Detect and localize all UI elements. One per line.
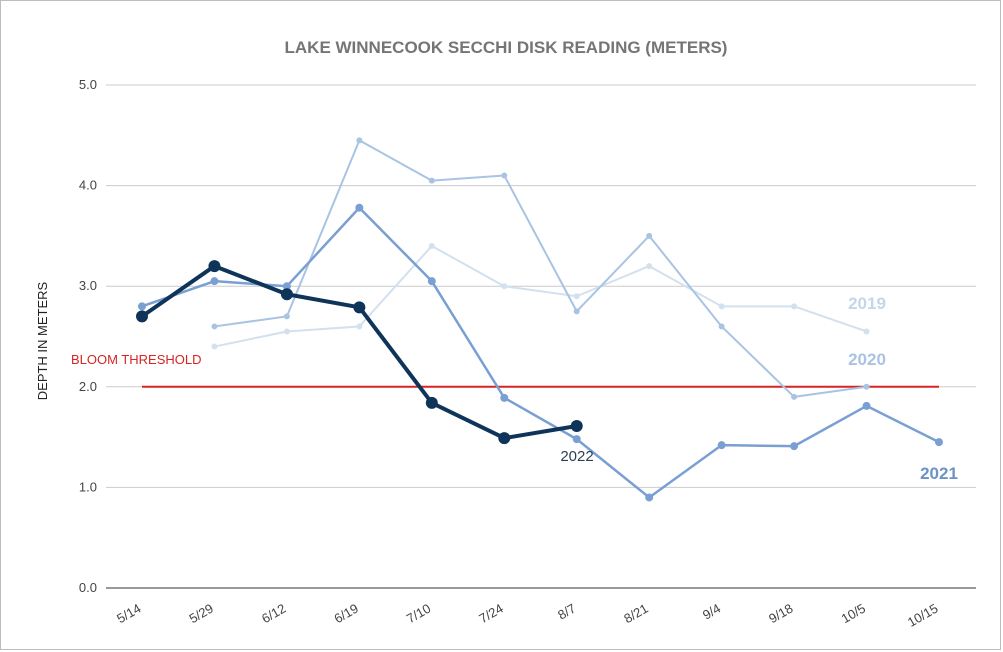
- series-label-2019: 2019: [848, 294, 886, 313]
- data-point-2022: [425, 396, 438, 409]
- x-tick-label: 9/18: [766, 601, 795, 627]
- x-tick-label: 10/5: [839, 601, 868, 627]
- data-point-2019: [356, 323, 363, 330]
- data-point-2021: [210, 277, 219, 286]
- data-point-2020: [573, 308, 580, 315]
- data-point-2022: [280, 288, 293, 301]
- data-point-2020: [791, 393, 798, 400]
- y-tick-label: 1.0: [79, 479, 97, 494]
- data-point-2021: [138, 302, 146, 311]
- data-point-2019: [646, 263, 653, 270]
- y-tick-label: 2.0: [79, 379, 97, 394]
- x-axis-ticks: 5/14 5/29 6/12 6/19 7/10 7/24 8/7 8/21 9/4 9/18 10…: [114, 601, 940, 630]
- series-group: [136, 137, 943, 502]
- data-point-2021: [427, 277, 436, 286]
- data-point-2020: [718, 323, 725, 330]
- data-point-2019: [718, 303, 725, 310]
- data-point-2021: [645, 493, 654, 502]
- x-tick-label: 7/24: [476, 601, 505, 627]
- x-tick-label: 10/15: [905, 601, 941, 630]
- series-line-2021: [140, 206, 941, 499]
- series-label-2022: 2022: [560, 448, 593, 465]
- y-axis-label: DEPTH IN METERS: [35, 281, 50, 400]
- data-point-2019: [283, 328, 290, 335]
- data-point-2020: [283, 313, 290, 320]
- data-point-2022: [498, 432, 511, 445]
- data-point-2021: [282, 282, 291, 291]
- x-tick-label: 8/7: [555, 601, 578, 623]
- y-axis-ticks: 0.0 1.0 2.0 3.0 4.0 5.0: [79, 77, 97, 595]
- data-point-2019: [863, 328, 870, 335]
- data-point-2019: [573, 293, 580, 300]
- data-point-2020: [501, 172, 508, 179]
- gridlines: [106, 84, 976, 589]
- data-point-2021: [935, 438, 943, 447]
- x-tick-label: 5/14: [114, 601, 143, 627]
- bloom-threshold: BLOOM THRESHOLD: [71, 352, 939, 388]
- chart-title: LAKE WINNECOOK SECCHI DISK READING (METE…: [285, 38, 728, 57]
- x-tick-label: 6/19: [331, 601, 360, 627]
- data-point-2020: [646, 232, 653, 239]
- series-line-2019: [213, 244, 868, 348]
- data-point-2019: [428, 242, 435, 249]
- data-point-2019: [501, 283, 508, 290]
- y-tick-label: 4.0: [79, 178, 97, 193]
- x-tick-label: 7/10: [404, 601, 433, 627]
- data-point-2021: [572, 435, 581, 444]
- series-label-2021: 2021: [920, 464, 958, 483]
- data-point-2022: [136, 310, 148, 323]
- data-point-2020: [428, 177, 435, 184]
- x-tick-label: 5/29: [187, 601, 216, 627]
- data-point-2021: [790, 442, 799, 451]
- data-point-2022: [208, 260, 221, 273]
- data-point-2019: [791, 303, 798, 310]
- data-point-2021: [355, 203, 364, 212]
- series-2021: [138, 203, 943, 502]
- data-point-2019: [211, 343, 218, 350]
- series-line-2020: [213, 139, 868, 398]
- data-point-2020: [211, 323, 218, 330]
- series-2020: [211, 137, 870, 400]
- series-labels: 2019 2020 2021 2022: [560, 294, 958, 483]
- x-tick-label: 9/4: [700, 601, 723, 623]
- series-line-2022: [140, 264, 579, 441]
- y-tick-label: 3.0: [79, 278, 97, 293]
- data-point-2022: [353, 301, 366, 314]
- x-tick-label: 6/12: [259, 601, 288, 627]
- series-2022: [136, 260, 583, 445]
- series-2019: [211, 242, 870, 350]
- data-point-2021: [500, 393, 509, 402]
- data-point-2021: [862, 401, 871, 410]
- data-point-2020: [356, 137, 363, 144]
- x-tick-label: 8/21: [621, 601, 650, 627]
- data-point-2022: [570, 420, 583, 433]
- series-label-2020: 2020: [848, 350, 886, 369]
- data-point-2020: [863, 383, 870, 390]
- threshold-label: BLOOM THRESHOLD: [71, 352, 202, 367]
- data-point-2021: [717, 441, 726, 450]
- y-tick-label: 0.0: [79, 580, 97, 595]
- y-tick-label: 5.0: [79, 77, 97, 92]
